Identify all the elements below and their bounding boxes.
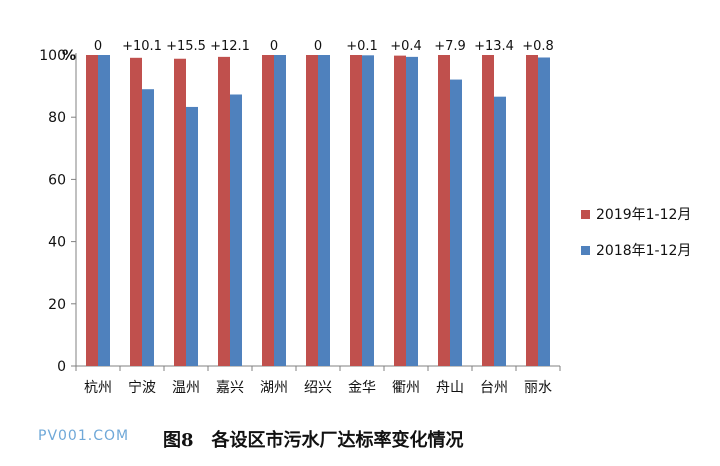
bar-2018 — [142, 89, 154, 367]
legend: 2019年1-12月 2018年1-12月 — [581, 196, 691, 268]
legend-item-2018: 2018年1-12月 — [581, 232, 691, 268]
bar-2018 — [230, 94, 242, 366]
change-annotation: +7.9 — [434, 39, 466, 54]
x-tick-label: 嘉兴 — [216, 380, 244, 396]
change-annotation: 0 — [270, 39, 278, 54]
bar-2018 — [274, 55, 286, 366]
y-tick-label: 20 — [48, 297, 66, 313]
x-tick-label: 温州 — [172, 380, 200, 396]
bar-2019 — [350, 55, 362, 366]
bar-2018 — [186, 106, 198, 366]
x-tick-label: 宁波 — [128, 379, 156, 396]
bar-2018 — [406, 56, 418, 367]
bar-2019 — [262, 55, 274, 366]
y-tick-label: 80 — [48, 110, 66, 126]
watermark: PV001.COM — [38, 428, 130, 444]
x-tick-label: 衢州 — [392, 379, 420, 396]
x-tick-label: 金华 — [348, 380, 376, 396]
legend-swatch-2019 — [581, 209, 590, 219]
bar-2019 — [174, 58, 186, 367]
x-tick-label: 绍兴 — [304, 380, 332, 396]
x-tick-label: 舟山 — [436, 380, 464, 396]
x-tick-label: 湖州 — [260, 380, 288, 396]
y-axis-unit-label: % — [62, 48, 76, 64]
x-tick-label: 杭州 — [84, 380, 112, 396]
change-annotation: 0 — [94, 39, 102, 54]
bar-2018 — [450, 79, 462, 366]
bar-2018 — [318, 55, 330, 366]
bar-2019 — [130, 57, 142, 366]
y-tick-label: 100 — [39, 48, 66, 64]
bar-2018 — [98, 55, 110, 366]
bar-2019 — [86, 55, 98, 366]
x-tick-label: 台州 — [480, 380, 508, 396]
change-annotation: +15.5 — [166, 39, 206, 54]
change-annotation: +0.1 — [346, 39, 378, 54]
bar-2019 — [306, 55, 318, 366]
x-tick-label: 丽水 — [524, 380, 552, 396]
bar-2019 — [218, 56, 230, 367]
bar-2018 — [538, 57, 550, 366]
change-annotation: +10.1 — [122, 39, 162, 54]
legend-label-2019: 2019年1-12月 — [596, 207, 692, 223]
figure-caption: 图8 各设区市污水厂达标率变化情况 — [163, 430, 464, 451]
y-tick-label: 0 — [57, 359, 66, 375]
legend-label-2018: 2018年1-12月 — [596, 243, 692, 259]
legend-swatch-2018 — [581, 245, 590, 255]
legend-item-2019: 2019年1-12月 — [581, 196, 691, 232]
bar-2018 — [494, 96, 506, 366]
bar-2019 — [438, 55, 450, 366]
y-tick-label: 40 — [48, 235, 66, 251]
bar-2018 — [362, 55, 374, 366]
change-annotation: +13.4 — [474, 39, 514, 54]
bar-2019 — [482, 55, 494, 366]
change-annotation: 0 — [314, 39, 322, 54]
change-annotation: +0.4 — [390, 39, 422, 54]
bar-2019 — [526, 55, 538, 366]
change-annotation: +0.8 — [522, 39, 554, 54]
bar-2019 — [394, 55, 406, 366]
change-annotation: +12.1 — [210, 39, 250, 54]
y-tick-label: 60 — [48, 172, 66, 188]
